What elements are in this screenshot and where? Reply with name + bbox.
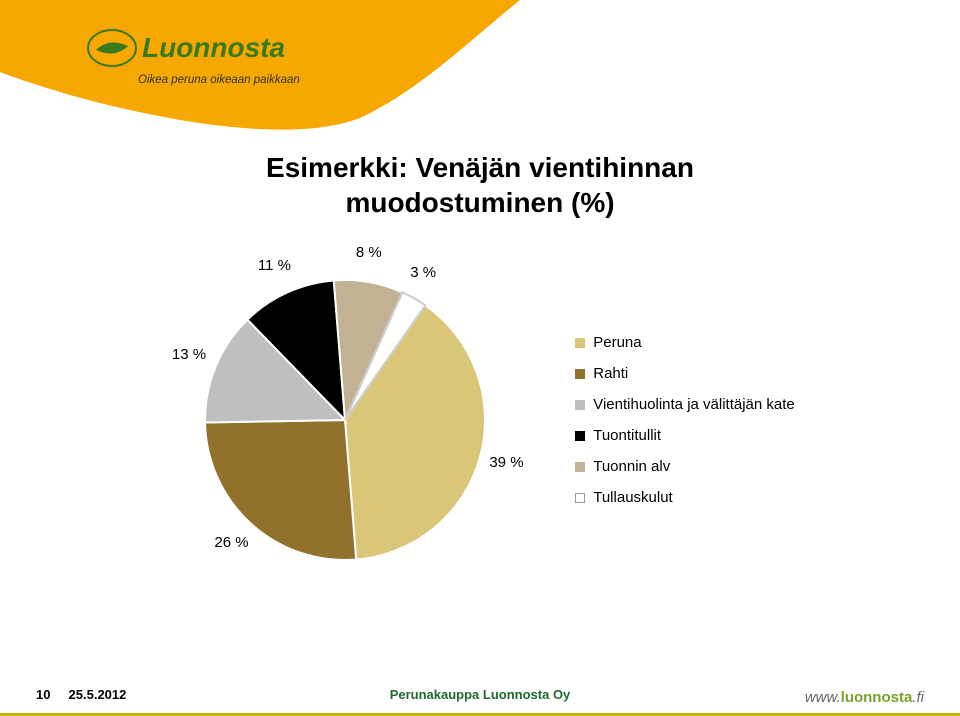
pie-chart: 39 % 26 % 13 % 11 % 8 % 3 % [165,240,525,600]
url-accent: luonnosta [841,689,913,706]
legend-item: Tullauskulut [575,489,795,506]
legend-swatch [575,338,585,348]
logo-text: Luonnosta [142,32,285,64]
chart-row: 39 % 26 % 13 % 11 % 8 % 3 % Peruna Rahti Vienti… [60,240,900,600]
title-line2: muodostuminen (%) [345,187,614,218]
legend-label: Peruna [593,334,641,351]
slice-label: 39 % [489,454,523,471]
legend-swatch [575,431,585,441]
slice-label: 11 % [258,257,291,274]
legend-label: Tuonnin alv [593,458,670,475]
slice-label: 13 % [172,346,206,363]
logo-mark-icon [86,26,138,70]
legend-item: Vientihuolinta ja välittäjän kate [575,396,795,413]
legend-label: Vientihuolinta ja välittäjän kate [593,396,795,413]
footer-url: www.luonnosta.fi [805,689,924,706]
legend-swatch [575,493,585,503]
logo-oval: Luonnosta [86,26,326,70]
title-line1: Esimerkki: Venäjän vientihinnan [266,152,694,183]
legend-label: Rahti [593,365,628,382]
slice-label: 8 % [356,244,382,261]
legend-item: Tuonnin alv [575,458,795,475]
main-content: Esimerkki: Venäjän vientihinnan muodostu… [0,140,960,600]
page-title: Esimerkki: Venäjän vientihinnan muodostu… [60,150,900,220]
legend-swatch [575,462,585,472]
legend-label: Tullauskulut [593,489,672,506]
header: Luonnosta Oikea peruna oikeaan paikkaan [0,0,960,140]
logo: Luonnosta Oikea peruna oikeaan paikkaan [86,26,326,86]
legend-item: Tuontitullit [575,427,795,444]
url-suffix: .fi [912,689,924,706]
slice-label: 26 % [214,534,248,551]
footer: 10 25.5.2012 Perunakauppa Luonnosta Oy w… [0,672,960,716]
legend-item: Peruna [575,334,795,351]
legend: Peruna Rahti Vientihuolinta ja välittäjän … [575,334,795,506]
url-prefix: www. [805,689,841,706]
logo-tagline: Oikea peruna oikeaan paikkaan [138,74,326,86]
slice-label: 3 % [410,264,436,281]
legend-swatch [575,400,585,410]
legend-label: Tuontitullit [593,427,661,444]
legend-item: Rahti [575,365,795,382]
legend-swatch [575,369,585,379]
